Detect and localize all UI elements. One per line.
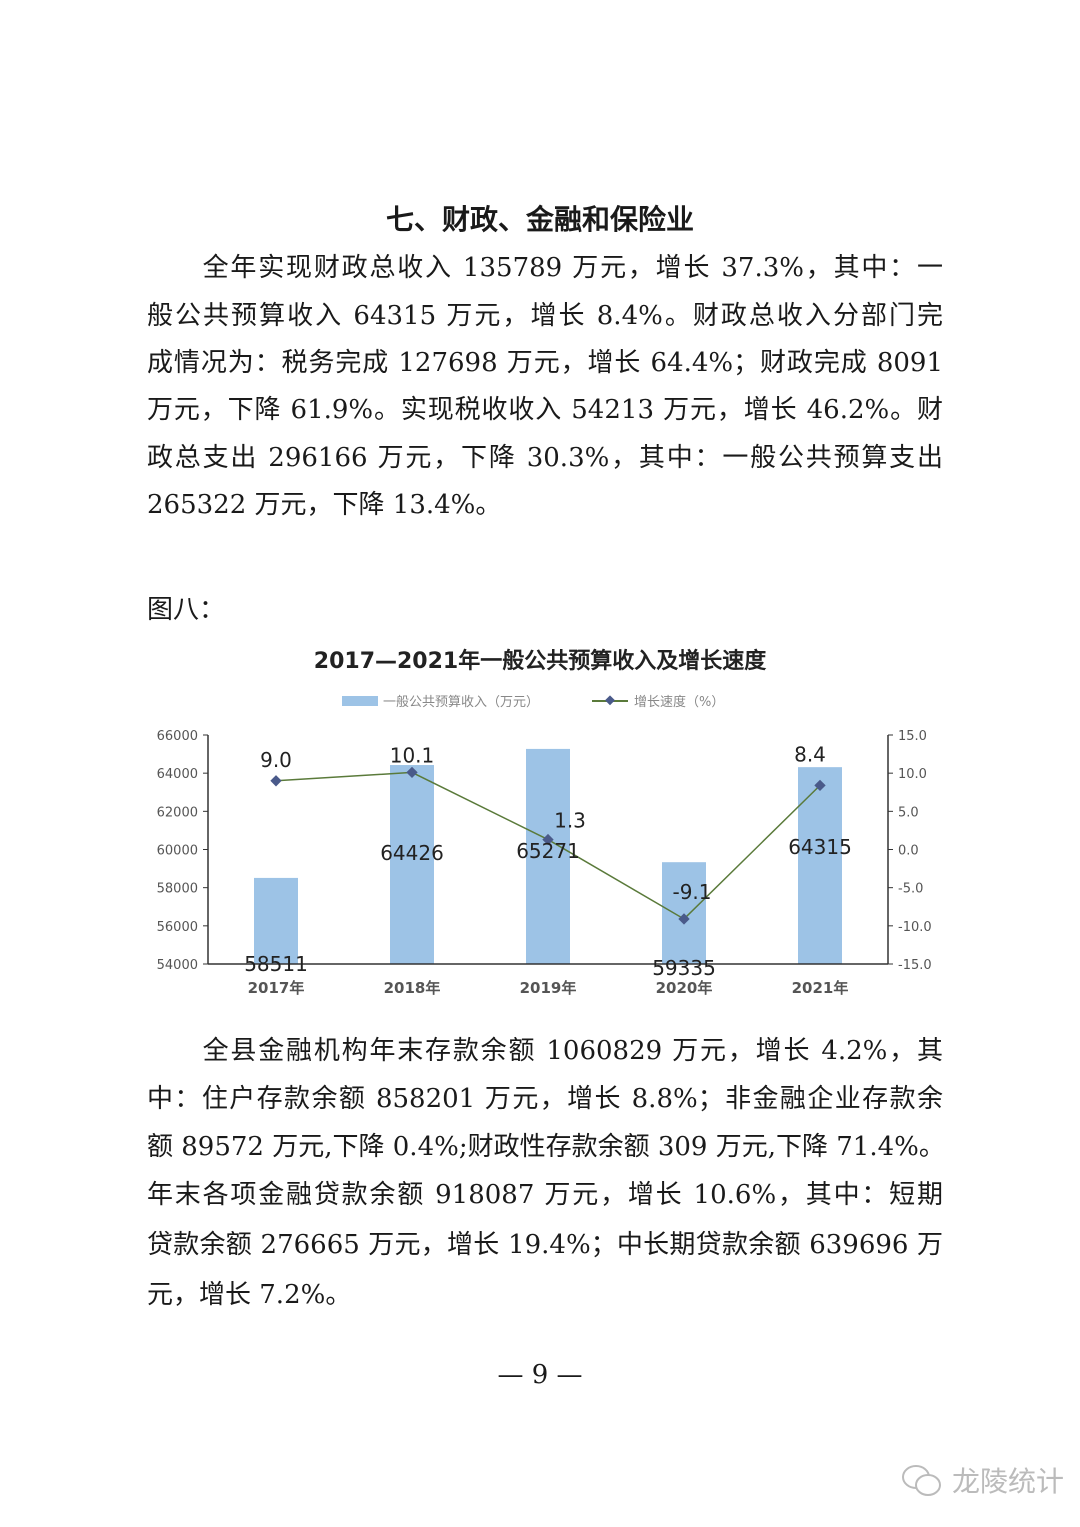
watermark-text: 龙陵统计 bbox=[952, 1465, 1065, 1498]
line-data-label: 8.4 bbox=[794, 742, 826, 766]
left-tick-label: 64000 bbox=[157, 767, 198, 782]
line-marker bbox=[270, 775, 282, 787]
legend-line-marker bbox=[605, 695, 615, 706]
bar bbox=[390, 765, 434, 964]
line-marker bbox=[678, 913, 690, 925]
legend-bar-label: 一般公共预算收入（万元） bbox=[383, 694, 539, 710]
bar-data-label: 59335 bbox=[652, 956, 716, 980]
text-line: 成情况为：税务完成 127698 万元，增长 64.4%；财政完成 8091 bbox=[147, 348, 943, 378]
left-tick-label: 56000 bbox=[157, 920, 198, 935]
left-tick-label: 62000 bbox=[157, 805, 198, 820]
right-tick-label: 15.0 bbox=[898, 729, 927, 744]
page-number: — 9 — bbox=[497, 1360, 583, 1390]
bar bbox=[254, 877, 298, 964]
line-data-label: 9.0 bbox=[260, 748, 292, 772]
text-line: 般公共预算收入 64315 万元，增长 8.4%。财政总收入分部门完 bbox=[147, 301, 943, 331]
text-line: 全年实现财政总收入 135789 万元，增长 37.3%，其中：一 bbox=[147, 253, 943, 283]
bar bbox=[526, 748, 570, 964]
bar-data-label: 58511 bbox=[244, 952, 308, 976]
wechat-icon bbox=[902, 1465, 941, 1496]
x-tick-label: 2020年 bbox=[656, 979, 713, 997]
left-tick-label: 60000 bbox=[157, 844, 198, 859]
bar bbox=[798, 767, 842, 964]
x-tick-label: 2018年 bbox=[384, 979, 441, 997]
watermark: 龙陵统计 bbox=[900, 1460, 1064, 1500]
legend-bar-swatch bbox=[342, 696, 378, 706]
text-line: 265322 万元，下降 13.4%。 bbox=[147, 490, 502, 520]
text-line: 元，增长 7.2%。 bbox=[147, 1280, 352, 1310]
line-marker bbox=[542, 833, 554, 846]
right-tick-label: 0.0 bbox=[898, 844, 919, 859]
figure-label: 图八： bbox=[147, 595, 226, 625]
right-tick-label: -15.0 bbox=[898, 958, 932, 973]
section-title: 七、财政、金融和保险业 bbox=[385, 203, 694, 236]
x-tick-label: 2017年 bbox=[248, 979, 305, 997]
legend: 一般公共预算收入（万元） 增长速度（%） bbox=[342, 694, 724, 710]
text-line: 万元，下降 61.9%。实现税收收入 54213 万元，增长 46.2%。财 bbox=[147, 395, 943, 425]
right-tick-label: -10.0 bbox=[898, 920, 932, 935]
line-data-label: 1.3 bbox=[554, 809, 586, 833]
left-tick-label: 54000 bbox=[157, 958, 198, 973]
right-tick-label: 5.0 bbox=[898, 805, 919, 820]
text-line: 政总支出 296166 万元，下降 30.3%，其中：一般公共预算支出 bbox=[147, 443, 943, 473]
x-tick-label: 2019年 bbox=[520, 979, 577, 997]
bar bbox=[662, 862, 706, 964]
text-line: 额 89572 万元,下降 0.4%;财政性存款余额 309 万元,下降 71.… bbox=[147, 1132, 945, 1162]
text-line: 中：住户存款余额 858201 万元，增长 8.8%；非金融企业存款余 bbox=[147, 1084, 943, 1114]
chart-title: 2017—2021年一般公共预算收入及增长速度 bbox=[314, 648, 767, 674]
text-line: 全县金融机构年末存款余额 1060829 万元，增长 4.2%，其 bbox=[147, 1036, 943, 1066]
bar-data-label: 64426 bbox=[380, 841, 444, 865]
legend-line-label: 增长速度（%） bbox=[634, 694, 724, 710]
left-tick-label: 66000 bbox=[157, 729, 198, 744]
budget-revenue-chart: 2017—2021年一般公共预算收入及增长速度 一般公共预算收入（万元） 增长速… bbox=[157, 648, 932, 997]
bar-data-label: 64315 bbox=[788, 835, 852, 859]
text-line: 年末各项金融贷款余额 918087 万元，增长 10.6%，其中：短期 bbox=[147, 1180, 943, 1210]
right-tick-label: 10.0 bbox=[898, 767, 927, 782]
left-tick-label: 58000 bbox=[157, 882, 198, 897]
right-tick-label: -5.0 bbox=[898, 882, 923, 897]
line-data-label: -9.1 bbox=[672, 880, 711, 904]
text-line: 贷款余额 276665 万元，增长 19.4%；中长期贷款余额 639696 万 bbox=[147, 1230, 943, 1260]
line-data-label: 10.1 bbox=[390, 743, 435, 767]
x-tick-label: 2021年 bbox=[792, 979, 849, 997]
bar-data-label: 65271 bbox=[516, 839, 580, 863]
line-marker bbox=[814, 779, 826, 792]
